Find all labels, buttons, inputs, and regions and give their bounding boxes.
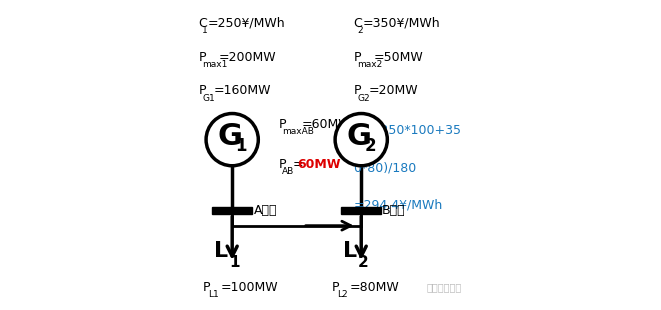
Text: P: P xyxy=(278,118,286,131)
Circle shape xyxy=(335,113,387,166)
Text: C: C xyxy=(354,124,362,137)
Text: L: L xyxy=(344,241,358,260)
Text: AB: AB xyxy=(282,167,295,176)
Text: av: av xyxy=(358,134,368,143)
Text: P: P xyxy=(198,51,206,64)
Text: P: P xyxy=(354,51,361,64)
Text: maxAB: maxAB xyxy=(282,127,314,136)
Text: =: = xyxy=(293,158,303,171)
Text: max1: max1 xyxy=(202,60,228,69)
Text: =80MW: =80MW xyxy=(350,281,399,294)
Text: 1: 1 xyxy=(202,26,208,35)
Text: 1: 1 xyxy=(229,255,240,270)
Text: 2: 2 xyxy=(365,137,376,155)
FancyBboxPatch shape xyxy=(341,207,381,214)
Text: 0*80)/180: 0*80)/180 xyxy=(354,161,417,174)
Text: L1: L1 xyxy=(208,290,219,299)
Text: 60MW: 60MW xyxy=(297,158,341,171)
Text: P: P xyxy=(203,281,210,294)
Text: L2: L2 xyxy=(337,290,348,299)
Text: =20MW: =20MW xyxy=(369,84,418,97)
Text: C: C xyxy=(354,17,362,30)
Text: A节点: A节点 xyxy=(254,204,278,217)
FancyBboxPatch shape xyxy=(212,207,252,214)
Text: =50MW: =50MW xyxy=(373,51,423,64)
Text: 2: 2 xyxy=(358,255,369,270)
Text: max2: max2 xyxy=(358,60,383,69)
Text: G1: G1 xyxy=(202,94,215,103)
Text: 2: 2 xyxy=(358,26,363,35)
Text: =160MW: =160MW xyxy=(214,84,271,97)
Text: B节点: B节点 xyxy=(382,204,406,217)
Text: G: G xyxy=(346,122,371,151)
Text: L: L xyxy=(214,241,229,260)
Text: C: C xyxy=(198,17,207,30)
Text: =(250*100+35: =(250*100+35 xyxy=(366,124,462,137)
Text: P: P xyxy=(354,84,361,97)
Text: 1: 1 xyxy=(236,137,247,155)
Text: =200MW: =200MW xyxy=(218,51,276,64)
Text: =60MW: =60MW xyxy=(301,118,351,131)
Text: =350¥/MWh: =350¥/MWh xyxy=(363,17,440,30)
Text: =100MW: =100MW xyxy=(221,281,278,294)
Text: P: P xyxy=(278,158,286,171)
Text: 走进电力市场: 走进电力市场 xyxy=(426,282,462,292)
Text: G2: G2 xyxy=(358,94,370,103)
Text: P: P xyxy=(198,84,206,97)
Text: =294.4¥/MWh: =294.4¥/MWh xyxy=(354,198,443,211)
Text: =250¥/MWh: =250¥/MWh xyxy=(208,17,286,30)
Text: G: G xyxy=(217,122,242,151)
Text: P: P xyxy=(332,281,340,294)
Circle shape xyxy=(206,113,258,166)
